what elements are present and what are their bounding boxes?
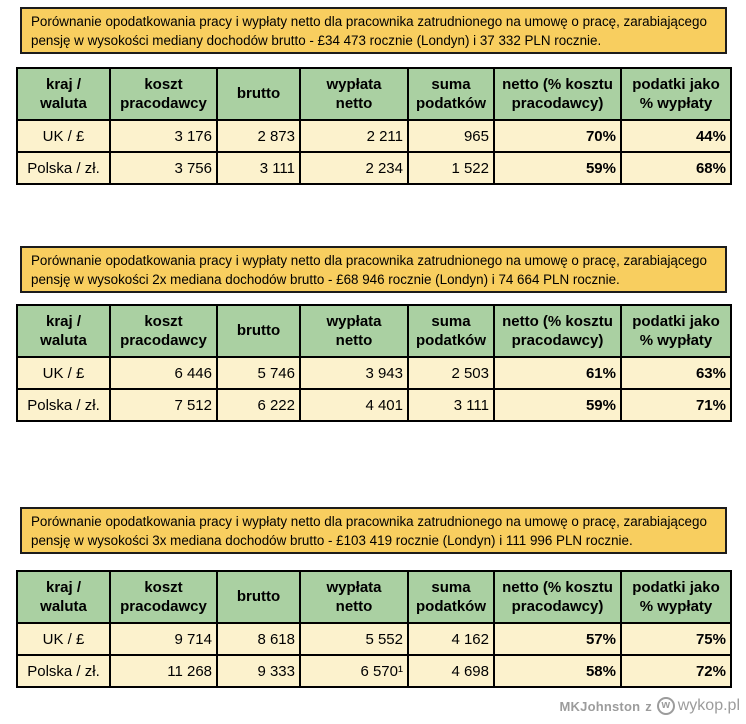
- cell-brutto: 8 618: [216, 622, 301, 656]
- cell-wyplata-netto: 5 552: [299, 622, 409, 656]
- wykop-site-name: wykop.pl: [677, 697, 740, 714]
- column-header-koszt-pracodawcy: koszt pracodawcy: [109, 570, 218, 624]
- column-header-wyplata-netto: wypłata netto: [299, 570, 409, 624]
- attribution-footer: MKJohnston z w wykop.pl: [560, 697, 740, 715]
- cell-netto-pct: 59%: [493, 388, 622, 422]
- comparison-table-3x-median: kraj / waluta koszt pracodawcy brutto wy…: [16, 570, 732, 688]
- column-header-koszt-pracodawcy: koszt pracodawcy: [109, 304, 218, 358]
- column-header-netto-pct: netto (% kosztu pracodawcy): [493, 304, 622, 358]
- cell-koszt-pracodawcy: 7 512: [109, 388, 218, 422]
- cell-brutto: 3 111: [216, 151, 301, 185]
- cell-podatki-pct: 72%: [620, 654, 732, 688]
- cell-suma-podatkow: 965: [407, 119, 495, 153]
- cell-brutto: 2 873: [216, 119, 301, 153]
- column-header-podatki-pct: podatki jako % wypłaty: [620, 67, 732, 121]
- wykop-logo-icon: w: [656, 697, 675, 715]
- cell-suma-podatkow: 4 162: [407, 622, 495, 656]
- column-header-kraj-waluta: kraj / waluta: [16, 304, 111, 358]
- cell-podatki-pct: 63%: [620, 356, 732, 390]
- header-row: kraj / waluta koszt pracodawcy brutto wy…: [16, 67, 732, 121]
- cell-country: Polska / zł.: [16, 151, 111, 185]
- column-header-podatki-pct: podatki jako % wypłaty: [620, 304, 732, 358]
- table-row-polska: Polska / zł. 7 512 6 222 4 401 3 111 59%…: [16, 388, 732, 422]
- cell-wyplata-netto: 6 570¹: [299, 654, 409, 688]
- section-1-title-banner: Porównanie opodatkowania pracy i wypłaty…: [20, 7, 727, 54]
- column-header-kraj-waluta: kraj / waluta: [16, 570, 111, 624]
- cell-podatki-pct: 75%: [620, 622, 732, 656]
- attribution-connector: z: [645, 698, 652, 714]
- table-row-uk: UK / £ 9 714 8 618 5 552 4 162 57% 75%: [16, 622, 732, 656]
- cell-wyplata-netto: 4 401: [299, 388, 409, 422]
- cell-koszt-pracodawcy: 9 714: [109, 622, 218, 656]
- cell-country: UK / £: [16, 622, 111, 656]
- cell-netto-pct: 70%: [493, 119, 622, 153]
- cell-country: UK / £: [16, 356, 111, 390]
- table-row-uk: UK / £ 6 446 5 746 3 943 2 503 61% 63%: [16, 356, 732, 390]
- comparison-table-2x-median: kraj / waluta koszt pracodawcy brutto wy…: [16, 304, 732, 422]
- column-header-brutto: brutto: [216, 67, 301, 121]
- table-row-uk: UK / £ 3 176 2 873 2 211 965 70% 44%: [16, 119, 732, 153]
- table-row-polska: Polska / zł. 3 756 3 111 2 234 1 522 59%…: [16, 151, 732, 185]
- column-header-wyplata-netto: wypłata netto: [299, 304, 409, 358]
- cell-country: UK / £: [16, 119, 111, 153]
- section-3-title-banner: Porównanie opodatkowania pracy i wypłaty…: [20, 507, 727, 554]
- cell-netto-pct: 59%: [493, 151, 622, 185]
- column-header-brutto: brutto: [216, 304, 301, 358]
- column-header-kraj-waluta: kraj / waluta: [16, 67, 111, 121]
- cell-netto-pct: 61%: [493, 356, 622, 390]
- table-row-polska: Polska / zł. 11 268 9 333 6 570¹ 4 698 5…: [16, 654, 732, 688]
- cell-country: Polska / zł.: [16, 388, 111, 422]
- header-row: kraj / waluta koszt pracodawcy brutto wy…: [16, 304, 732, 358]
- cell-koszt-pracodawcy: 3 756: [109, 151, 218, 185]
- comparison-table-median: kraj / waluta koszt pracodawcy brutto wy…: [16, 67, 732, 185]
- cell-wyplata-netto: 3 943: [299, 356, 409, 390]
- section-2-title-banner: Porównanie opodatkowania pracy i wypłaty…: [20, 246, 727, 293]
- column-header-podatki-pct: podatki jako % wypłaty: [620, 570, 732, 624]
- cell-podatki-pct: 71%: [620, 388, 732, 422]
- column-header-suma-podatkow: suma podatków: [407, 570, 495, 624]
- cell-suma-podatkow: 3 111: [407, 388, 495, 422]
- cell-country: Polska / zł.: [16, 654, 111, 688]
- column-header-wyplata-netto: wypłata netto: [299, 67, 409, 121]
- column-header-brutto: brutto: [216, 570, 301, 624]
- cell-podatki-pct: 44%: [620, 119, 732, 153]
- column-header-netto-pct: netto (% kosztu pracodawcy): [493, 570, 622, 624]
- cell-koszt-pracodawcy: 11 268: [109, 654, 218, 688]
- header-row: kraj / waluta koszt pracodawcy brutto wy…: [16, 570, 732, 624]
- cell-koszt-pracodawcy: 6 446: [109, 356, 218, 390]
- cell-suma-podatkow: 1 522: [407, 151, 495, 185]
- cell-brutto: 5 746: [216, 356, 301, 390]
- cell-suma-podatkow: 4 698: [407, 654, 495, 688]
- cell-suma-podatkow: 2 503: [407, 356, 495, 390]
- cell-koszt-pracodawcy: 3 176: [109, 119, 218, 153]
- cell-netto-pct: 58%: [493, 654, 622, 688]
- author-name: MKJohnston: [559, 698, 641, 714]
- column-header-suma-podatkow: suma podatków: [407, 67, 495, 121]
- column-header-suma-podatkow: suma podatków: [407, 304, 495, 358]
- cell-netto-pct: 57%: [493, 622, 622, 656]
- column-header-netto-pct: netto (% kosztu pracodawcy): [493, 67, 622, 121]
- cell-wyplata-netto: 2 211: [299, 119, 409, 153]
- cell-wyplata-netto: 2 234: [299, 151, 409, 185]
- cell-brutto: 6 222: [216, 388, 301, 422]
- column-header-koszt-pracodawcy: koszt pracodawcy: [109, 67, 218, 121]
- cell-brutto: 9 333: [216, 654, 301, 688]
- cell-podatki-pct: 68%: [620, 151, 732, 185]
